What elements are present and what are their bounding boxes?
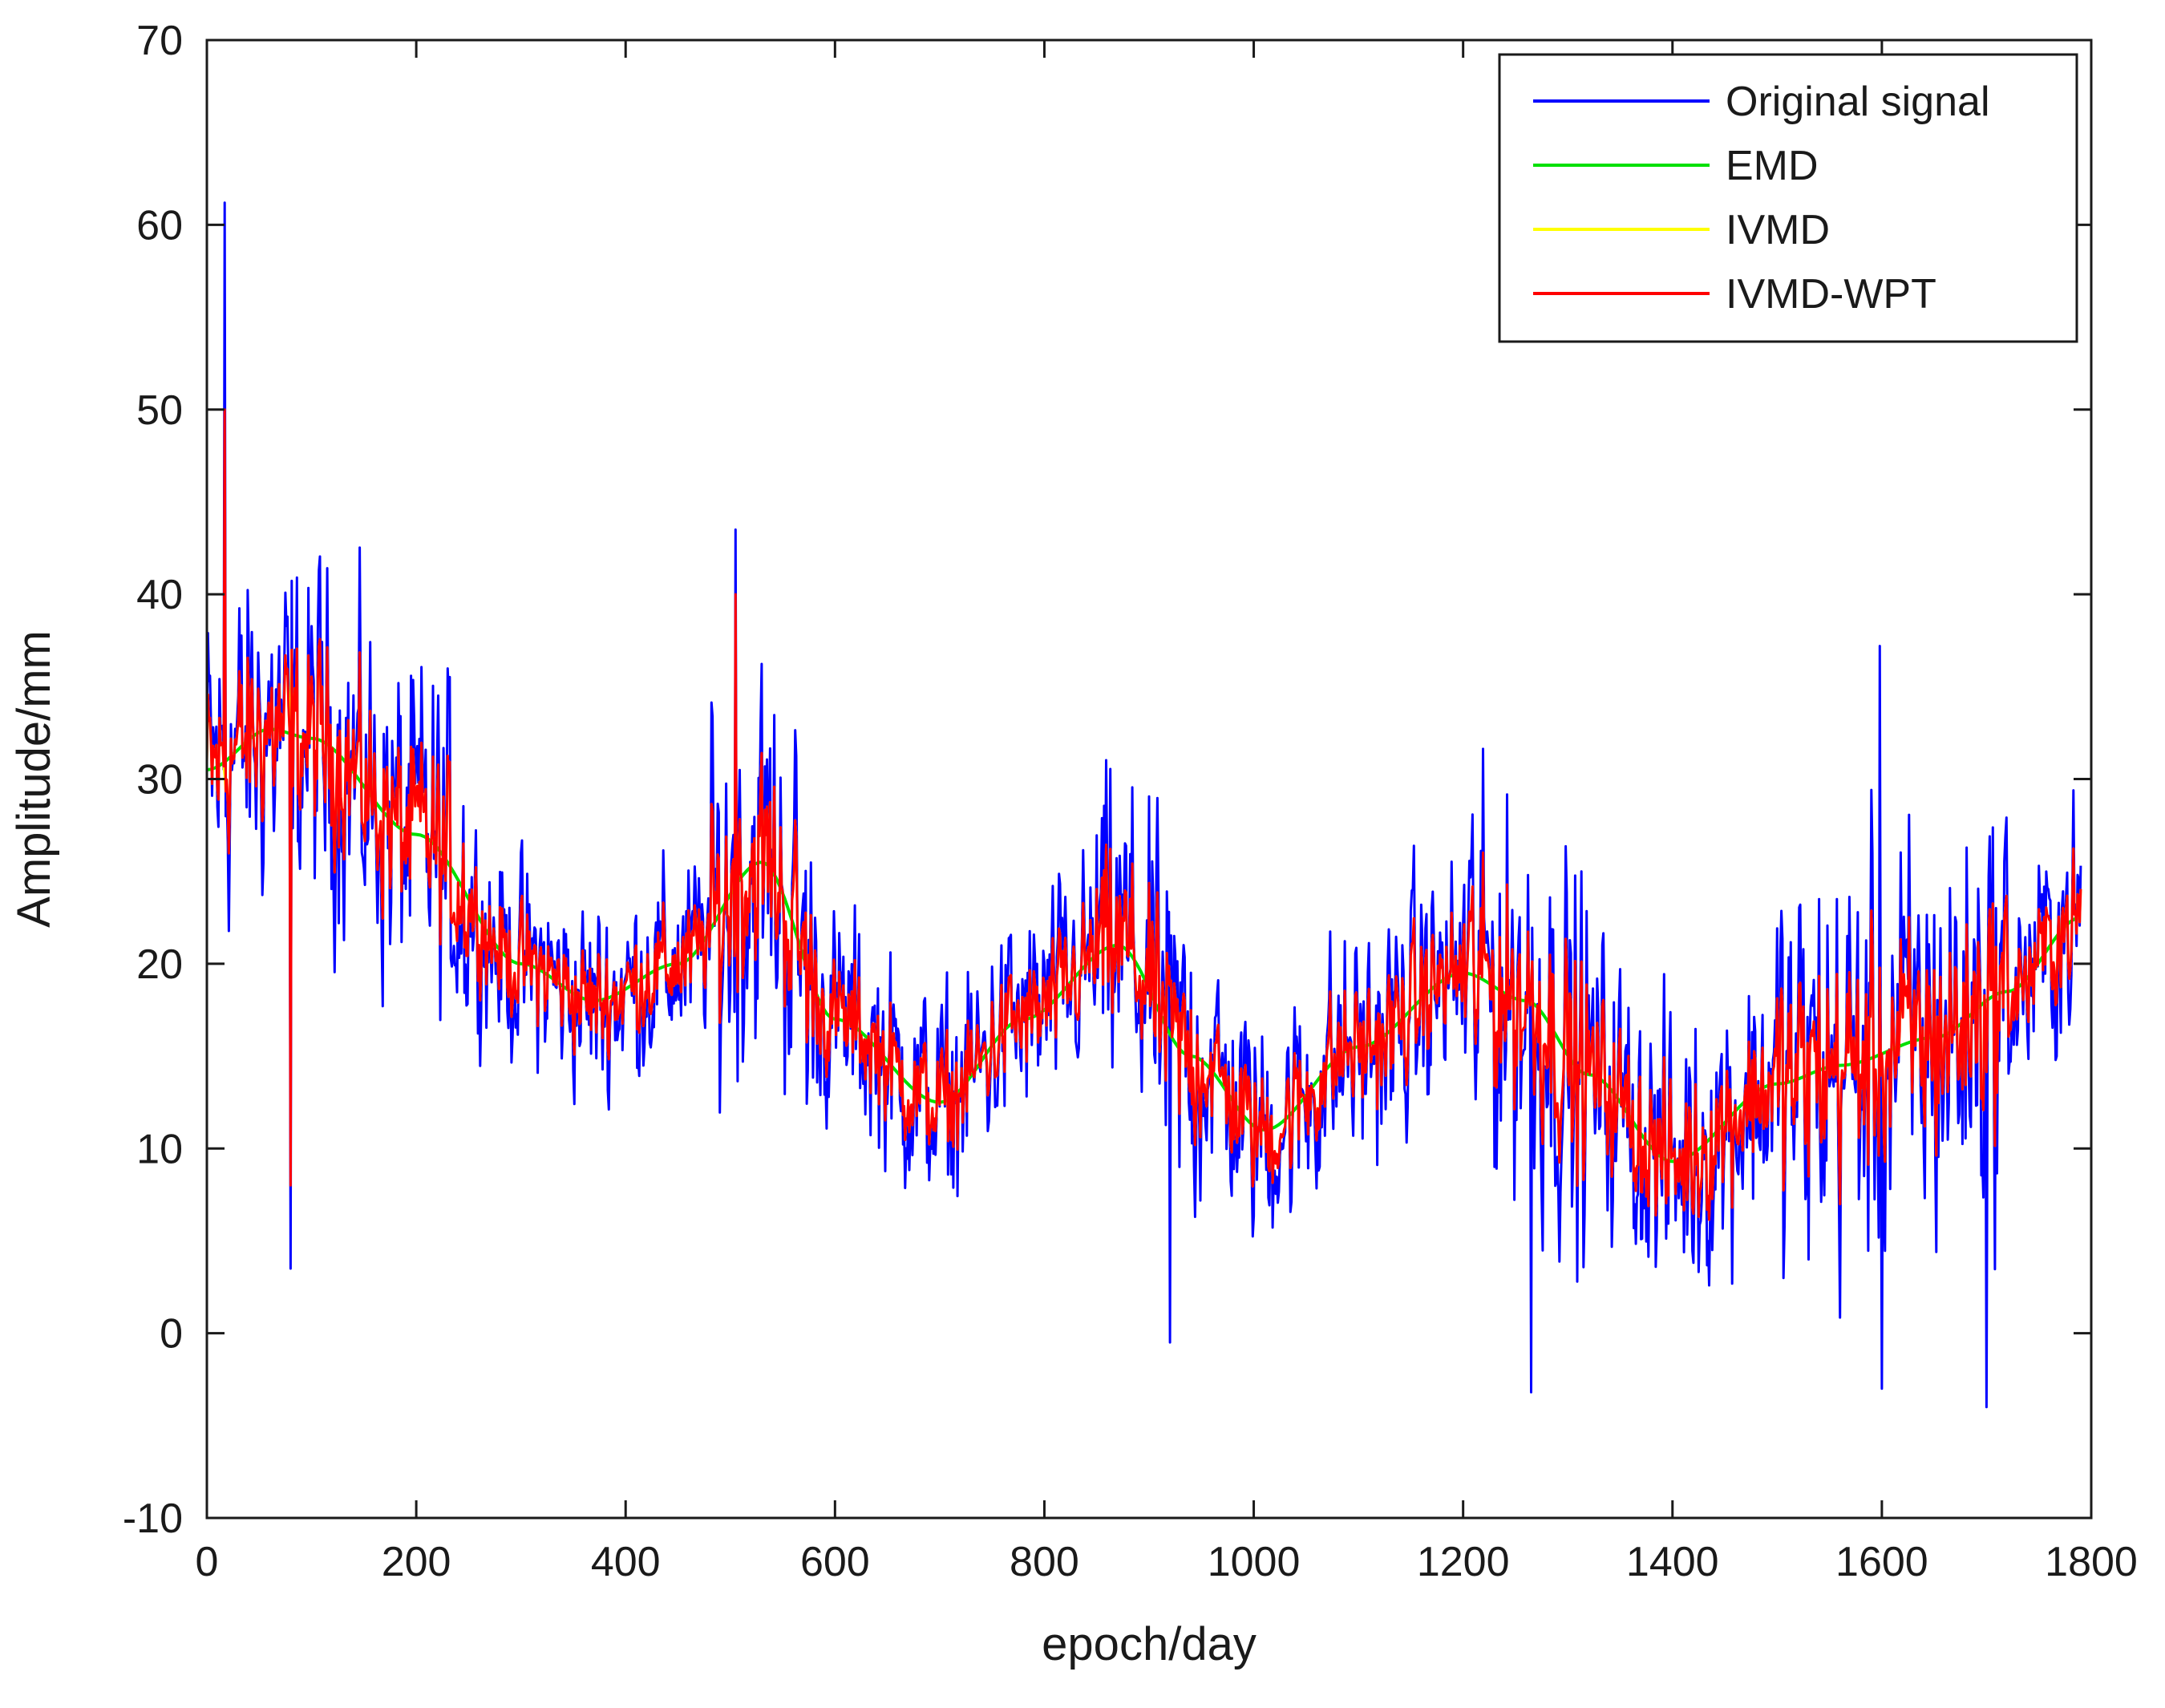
legend-label-ivmd-wpt: IVMD-WPT — [1726, 271, 1936, 318]
x-tick-label: 200 — [382, 1539, 451, 1585]
legend: Original signal EMD IVMD IVMD-WPT — [1498, 53, 2078, 343]
y-tick-label: 60 — [136, 202, 183, 249]
x-tick-label: 1200 — [1417, 1539, 1510, 1585]
y-tick-label: 40 — [136, 572, 183, 618]
series-group — [207, 201, 2082, 1409]
y-tick-label: 20 — [136, 941, 183, 988]
x-axis-title: epoch/day — [1042, 1618, 1257, 1670]
tick-layer: 0 200 400 600 800 1000 1200 1400 1600 1800 -10 0 10 2… — [123, 18, 2138, 1585]
x-tick-label: 1000 — [1208, 1539, 1301, 1585]
x-tick-label: 800 — [1010, 1539, 1079, 1585]
legend-label-emd: EMD — [1726, 143, 1819, 189]
y-tick-label: 0 — [160, 1311, 183, 1358]
y-axis-title: Amplitude/mm — [8, 630, 60, 928]
series-layer — [207, 201, 2082, 1409]
x-tick-label: 0 — [196, 1539, 219, 1585]
legend-label-original-signal: Original signal — [1726, 79, 1990, 125]
y-tick-label: 10 — [136, 1126, 183, 1172]
x-tick-label: 1800 — [2045, 1539, 2138, 1585]
y-tick-label: 70 — [136, 18, 183, 64]
x-tick-label: 1600 — [1835, 1539, 1928, 1585]
legend-label-ivmd: IVMD — [1726, 207, 1830, 253]
y-tick-label: 50 — [136, 387, 183, 434]
x-tick-label: 400 — [591, 1539, 661, 1585]
series-line-ivmd-wpt — [207, 408, 2082, 1221]
y-tick-label: 30 — [136, 757, 183, 803]
x-tick-label: 1400 — [1626, 1539, 1719, 1585]
x-tick-label: 600 — [800, 1539, 870, 1585]
y-tick-label: -10 — [123, 1496, 183, 1542]
